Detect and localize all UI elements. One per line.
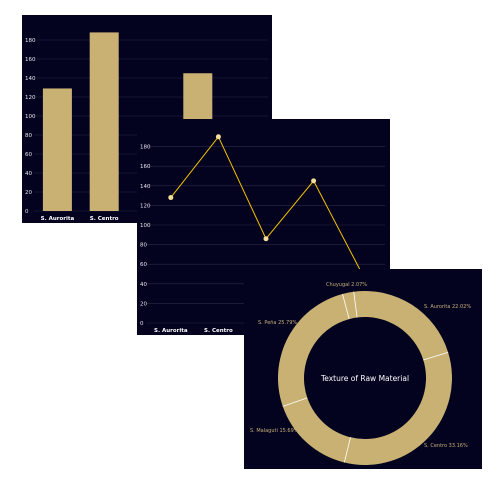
y-tick-label: 80 xyxy=(140,243,147,249)
data-point xyxy=(215,134,221,140)
y-tick-label: 0 xyxy=(25,209,29,215)
y-tick-label: 160 xyxy=(25,57,36,63)
y-tick-label: 180 xyxy=(140,145,151,151)
donut-chart: S. Aurorita 22.02% S. Centro 33.16% S. Mal… xyxy=(250,282,471,465)
y-tick-label: 120 xyxy=(25,95,36,101)
y-tick-label: 20 xyxy=(140,301,147,307)
donut-slice xyxy=(344,352,452,465)
y-tick-label: 140 xyxy=(140,184,151,190)
donut-slice xyxy=(342,291,358,320)
y-tick-label: 160 xyxy=(140,164,151,170)
y-tick-label: 100 xyxy=(25,114,36,120)
x-tick-label: S. Centro xyxy=(204,328,233,334)
slice-label: Chuyugal 2.07% xyxy=(326,282,367,288)
y-tick-label: 120 xyxy=(140,203,151,209)
donut-chart-panel: S. Aurorita 22.02% S. Centro 33.16% S. Mal… xyxy=(244,269,482,469)
slice-separator xyxy=(343,437,351,463)
series-line xyxy=(170,135,362,273)
x-tick-label: S. Aurorita xyxy=(41,216,75,222)
slice-label: S. Centro 33.16% xyxy=(424,443,468,449)
x-tick-label: S. Aurorita xyxy=(154,328,188,334)
donut-slice xyxy=(278,293,350,407)
x-tick-label: S. Centro xyxy=(90,216,119,222)
slice-separator xyxy=(353,291,358,318)
bar xyxy=(89,32,119,212)
y-tick-label: 80 xyxy=(25,133,32,139)
chart-title: Texture of Raw Material xyxy=(320,374,409,383)
y-tick-label: 180 xyxy=(25,38,36,44)
data-point xyxy=(263,236,269,242)
y-tick-label: 40 xyxy=(140,282,147,288)
y-tick-label: 0 xyxy=(140,321,144,327)
slice-label: S. Peña 25.79% xyxy=(258,320,297,326)
y-tick-label: 20 xyxy=(25,190,32,196)
slice-separator xyxy=(423,351,449,361)
slice-separator xyxy=(342,293,350,320)
bar xyxy=(42,88,72,211)
y-tick-label: 140 xyxy=(25,76,36,82)
y-tick-label: 60 xyxy=(25,152,32,158)
data-point xyxy=(168,195,174,201)
slice-label: S. Aurorita 22.02% xyxy=(424,304,471,310)
donut-slice xyxy=(282,397,351,463)
slice-separator xyxy=(282,397,308,407)
y-tick-label: 60 xyxy=(140,262,147,268)
data-point xyxy=(311,178,317,184)
y-tick-label: 40 xyxy=(25,171,32,177)
donut-slice xyxy=(353,291,449,361)
slice-label: S. Malaguti 15.69% xyxy=(250,428,299,434)
y-tick-label: 100 xyxy=(140,223,151,229)
